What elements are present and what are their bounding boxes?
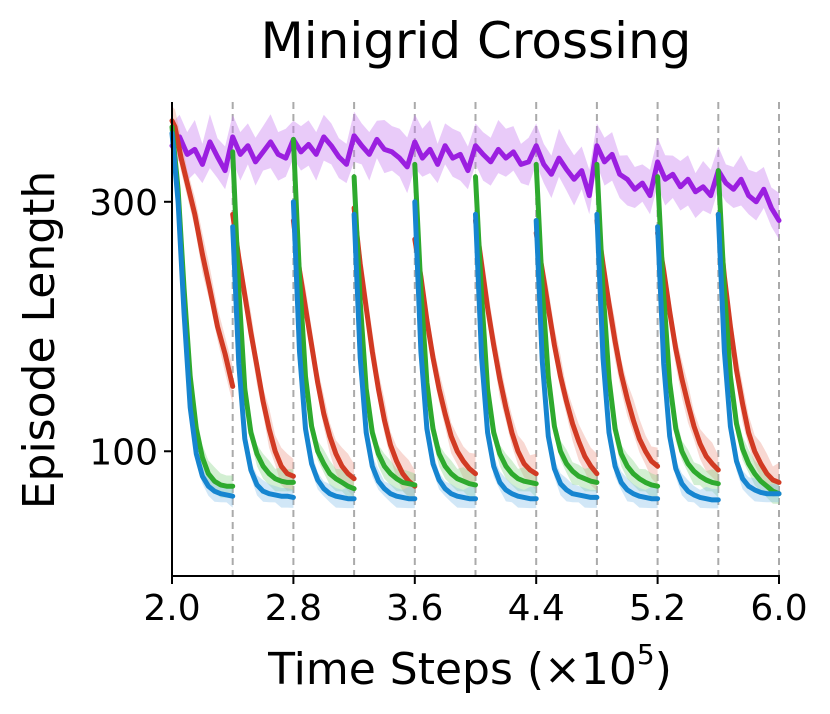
x-tick-label-0: 2.0 <box>143 588 200 629</box>
series-2-line-9 <box>715 168 782 497</box>
series-3-line-9 <box>715 211 782 497</box>
series-lines <box>169 118 782 503</box>
series-1-band-8 <box>657 216 719 484</box>
series-2-line-8 <box>655 174 721 487</box>
y-tick-label-0: 100 <box>89 432 158 473</box>
series-1-band-4 <box>414 220 476 491</box>
series-1-line-9 <box>715 211 782 485</box>
series-3-line-8 <box>655 224 721 503</box>
series-2-line-3 <box>351 174 418 488</box>
x-tick-label-5: 6.0 <box>750 588 807 629</box>
series-2-line-6 <box>533 161 600 485</box>
series-1-line-3 <box>351 205 418 489</box>
chart-title: Minigrid Crossing <box>261 12 692 70</box>
x-tick-label-3: 4.4 <box>508 588 565 629</box>
y-axis-label: Episode Length <box>14 171 65 510</box>
series-2-line-4 <box>412 161 478 488</box>
series-2-line-7 <box>594 161 661 489</box>
series-1-line-2 <box>290 218 357 482</box>
series-1-line-4 <box>412 236 478 477</box>
series-3-line-4 <box>412 199 478 502</box>
series-1-band-3 <box>354 193 415 504</box>
series-3-line-0 <box>169 130 236 499</box>
series-3-line-7 <box>594 211 661 502</box>
x-axis-ticks: 2.0 2.8 3.6 4.4 5.2 6.0 <box>143 576 808 629</box>
series-3-line-1 <box>230 224 296 500</box>
x-tick-label-1: 2.8 <box>265 588 322 629</box>
series-3-line-3 <box>351 211 418 502</box>
series-2-line-1 <box>230 149 296 485</box>
y-tick-label-1: 300 <box>89 183 158 224</box>
series-1-band-2 <box>293 200 355 498</box>
series-0-band-0 <box>172 111 779 240</box>
series-1-line-7 <box>594 218 661 469</box>
series-0-line-0 <box>169 133 782 223</box>
series-3-line-2 <box>290 199 357 502</box>
series-1-line-0 <box>169 118 236 389</box>
series-3-line-5 <box>473 211 539 502</box>
x-axis-label: Time Steps (×105) <box>267 638 672 695</box>
x-tick-label-2: 3.6 <box>386 588 443 629</box>
series-1-line-8 <box>655 230 721 473</box>
series-2-line-5 <box>473 174 539 487</box>
series-1-band-1 <box>232 196 294 491</box>
series-1-band-5 <box>475 200 537 491</box>
series-1-line-5 <box>473 218 539 477</box>
series-2-line-2 <box>290 136 357 492</box>
series-1-line-6 <box>533 230 600 477</box>
x-tick-label-4: 5.2 <box>629 588 686 629</box>
y-axis-ticks: 100 300 <box>89 183 172 473</box>
series-1-line-1 <box>230 211 296 479</box>
series-3-line-6 <box>533 218 600 500</box>
